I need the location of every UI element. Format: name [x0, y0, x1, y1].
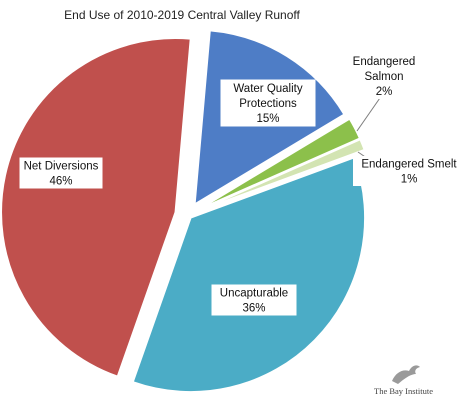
data-label-percent: 36%	[242, 303, 265, 315]
data-label-percent: 1%	[401, 174, 418, 186]
watermark-logo: The Bay Institute	[374, 365, 433, 396]
chart-title: End Use of 2010-2019 Central Valley Runo…	[64, 8, 300, 22]
slice-labels: Water Quality Protections 15% Endangered Sal…	[19, 53, 465, 316]
data-label-name: Salmon	[365, 71, 404, 83]
data-label-box	[220, 79, 316, 127]
data-label-percent: 2%	[376, 86, 393, 98]
data-label-box	[343, 53, 425, 99]
data-label-box	[211, 284, 297, 316]
data-label-percent: 15%	[256, 113, 279, 125]
watermark-text: The Bay Institute	[374, 386, 433, 396]
pie-slice-endangered-salmon	[200, 117, 361, 210]
data-label-name: Endangered	[353, 56, 416, 68]
data-label-percent: 46%	[49, 176, 72, 188]
data-label-box	[353, 156, 465, 186]
heron-icon	[392, 365, 420, 384]
leader-line	[356, 94, 383, 132]
leader-lines	[356, 94, 383, 164]
pie-slice-net-diversions	[0, 37, 192, 378]
data-label-name: Uncapturable	[220, 288, 288, 300]
data-label-name: Water Quality	[233, 83, 302, 95]
data-label-box	[19, 157, 103, 189]
pie-slice-endangered-smelt	[200, 138, 366, 211]
pie-slice-uncapturable	[132, 156, 366, 393]
data-label-name: Net Diversions	[24, 161, 99, 173]
pie-slices	[0, 29, 366, 393]
data-label-name: Endangered Smelt	[361, 159, 457, 171]
data-label-name: Protections	[239, 98, 297, 110]
